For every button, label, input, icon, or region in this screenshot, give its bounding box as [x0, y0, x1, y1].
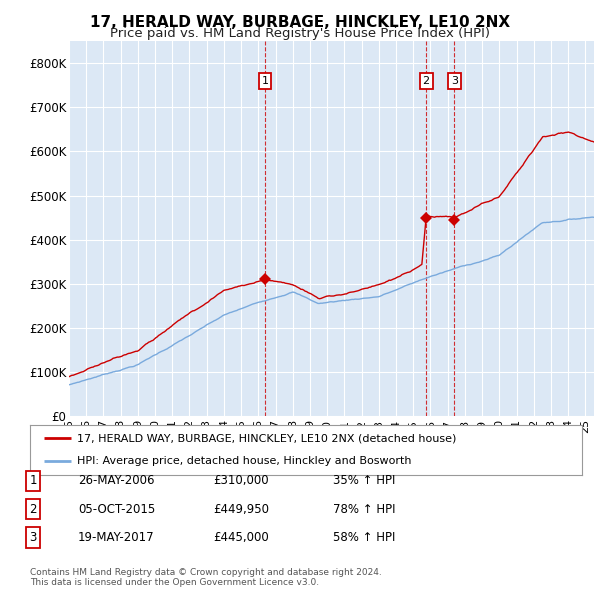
Text: 1: 1 — [262, 76, 269, 86]
Text: £449,950: £449,950 — [213, 503, 269, 516]
Text: 1: 1 — [29, 474, 37, 487]
Text: HPI: Average price, detached house, Hinckley and Bosworth: HPI: Average price, detached house, Hinc… — [77, 457, 412, 467]
Text: 19-MAY-2017: 19-MAY-2017 — [78, 531, 155, 544]
Text: 26-MAY-2006: 26-MAY-2006 — [78, 474, 155, 487]
Text: 05-OCT-2015: 05-OCT-2015 — [78, 503, 155, 516]
Text: 3: 3 — [451, 76, 458, 86]
Text: 2: 2 — [422, 76, 430, 86]
Text: 35% ↑ HPI: 35% ↑ HPI — [333, 474, 395, 487]
Text: 17, HERALD WAY, BURBAGE, HINCKLEY, LE10 2NX: 17, HERALD WAY, BURBAGE, HINCKLEY, LE10 … — [90, 15, 510, 30]
Text: 17, HERALD WAY, BURBAGE, HINCKLEY, LE10 2NX (detached house): 17, HERALD WAY, BURBAGE, HINCKLEY, LE10 … — [77, 433, 456, 443]
Text: 78% ↑ HPI: 78% ↑ HPI — [333, 503, 395, 516]
Text: 3: 3 — [29, 531, 37, 544]
Text: £310,000: £310,000 — [213, 474, 269, 487]
Text: 58% ↑ HPI: 58% ↑ HPI — [333, 531, 395, 544]
Text: Price paid vs. HM Land Registry's House Price Index (HPI): Price paid vs. HM Land Registry's House … — [110, 27, 490, 40]
Text: £445,000: £445,000 — [213, 531, 269, 544]
Text: 2: 2 — [29, 503, 37, 516]
Text: Contains HM Land Registry data © Crown copyright and database right 2024.
This d: Contains HM Land Registry data © Crown c… — [30, 568, 382, 587]
